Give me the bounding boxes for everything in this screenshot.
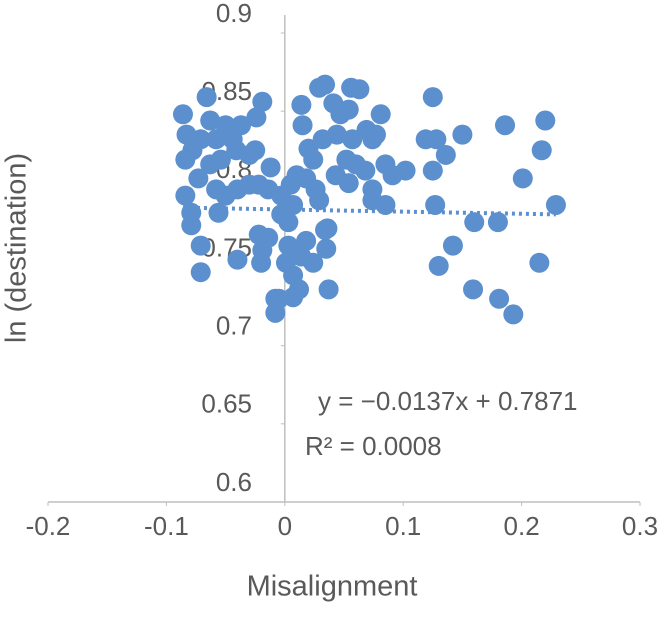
point <box>291 94 312 115</box>
y-tick-label: 0.6 <box>216 467 252 497</box>
point <box>291 246 312 267</box>
point <box>512 168 533 189</box>
point <box>531 140 552 161</box>
point <box>342 129 363 150</box>
x-tick-label: 0 <box>278 511 292 541</box>
point <box>425 194 446 215</box>
y-tick-label: 0.65 <box>201 389 252 419</box>
point <box>208 202 229 223</box>
point <box>252 91 273 112</box>
point <box>428 255 449 276</box>
point <box>175 185 196 206</box>
point <box>355 160 376 181</box>
point <box>489 288 510 309</box>
x-tick-label: 0.3 <box>622 511 658 541</box>
y-axis-title: ln (destination) <box>1 153 33 343</box>
point <box>292 115 313 136</box>
point <box>188 168 209 189</box>
point <box>200 110 221 131</box>
point <box>326 124 347 145</box>
point <box>365 124 386 145</box>
trendline-equation: y = −0.0137x + 0.7871 <box>318 386 578 416</box>
point <box>251 252 272 273</box>
point <box>422 160 443 181</box>
point <box>227 249 248 270</box>
point <box>535 110 556 131</box>
point <box>230 115 251 136</box>
point <box>296 230 317 251</box>
point <box>464 212 485 233</box>
point <box>463 279 484 300</box>
point <box>349 79 370 100</box>
point <box>258 227 279 248</box>
point <box>271 204 292 225</box>
point <box>206 129 227 150</box>
point <box>487 212 508 233</box>
point <box>303 149 324 170</box>
point <box>338 99 359 120</box>
point <box>172 104 193 125</box>
point <box>375 194 396 215</box>
point <box>426 129 447 150</box>
point <box>442 235 463 256</box>
point <box>316 238 337 259</box>
point <box>181 202 202 223</box>
point <box>268 288 289 309</box>
point <box>190 235 211 256</box>
point <box>245 140 266 161</box>
point <box>529 252 550 273</box>
x-tick-label: -0.2 <box>26 511 71 541</box>
point <box>435 144 456 165</box>
point <box>315 74 336 95</box>
x-axis-title: Misalignment <box>247 571 418 603</box>
y-tick-label: 0.7 <box>216 311 252 341</box>
y-tick-label: 0.9 <box>216 0 252 28</box>
x-tick-label: 0.2 <box>504 511 540 541</box>
point <box>395 160 416 181</box>
x-tick-label: 0.1 <box>385 511 421 541</box>
point <box>190 129 211 150</box>
x-tick-label: -0.1 <box>144 511 189 541</box>
point <box>190 262 211 283</box>
point <box>545 194 566 215</box>
point <box>315 219 336 240</box>
point <box>422 87 443 108</box>
point <box>318 279 339 300</box>
r-squared: R² = 0.0008 <box>305 431 442 461</box>
point <box>503 304 524 325</box>
point <box>246 107 267 128</box>
point <box>338 173 359 194</box>
point <box>495 115 516 136</box>
point <box>175 149 196 170</box>
point <box>309 190 330 211</box>
point <box>370 104 391 125</box>
point <box>200 154 221 175</box>
point <box>260 157 281 178</box>
point <box>452 124 473 145</box>
point <box>196 87 217 108</box>
